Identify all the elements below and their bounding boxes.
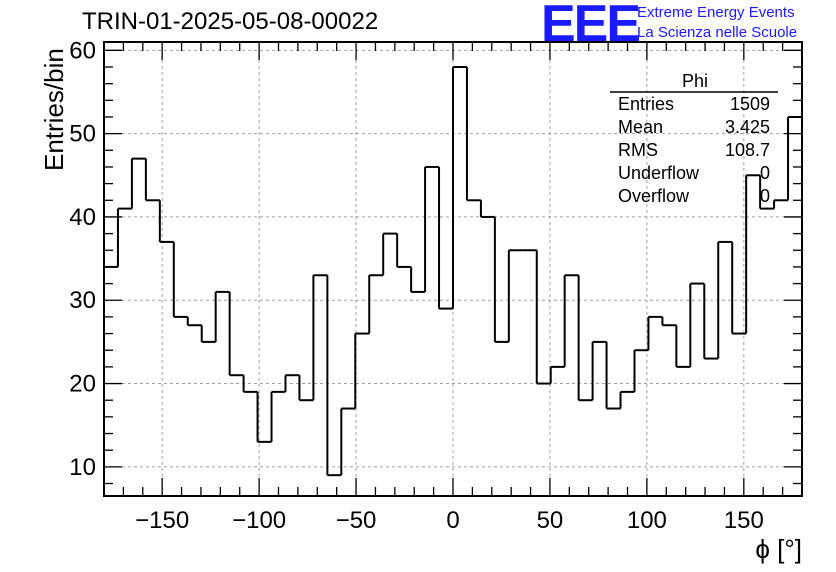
- x-tick-label: 0: [446, 507, 459, 534]
- stats-label: Overflow: [618, 186, 690, 206]
- stats-value: 1509: [730, 94, 770, 114]
- eee-logo-mark: EEE: [541, 0, 641, 53]
- y-tick-label: 10: [69, 454, 96, 481]
- y-tick-label: 60: [69, 37, 96, 64]
- stats-label: RMS: [618, 140, 658, 160]
- x-tick-label: −100: [232, 507, 286, 534]
- x-tick-label: −150: [135, 507, 189, 534]
- stats-name: Phi: [682, 71, 708, 91]
- x-tick-label: −50: [336, 507, 377, 534]
- stats-label: Entries: [618, 94, 674, 114]
- chart-title: TRIN-01-2025-05-08-00022: [82, 8, 379, 35]
- histogram-layer: [104, 65, 802, 477]
- x-tick-label: 100: [627, 507, 667, 534]
- axis-layer: −150 −100 −50 0 50 100 150 10 20 30 40 50 60: [69, 37, 803, 534]
- x-tick-label: 150: [724, 507, 764, 534]
- eee-logo-line2: La Scienza nelle Scuole: [637, 24, 798, 41]
- x-axis-label: ϕ [°]: [755, 534, 802, 564]
- stats-value: 0: [760, 186, 770, 206]
- x-tick-label: 50: [537, 507, 564, 534]
- stats-label: Underflow: [618, 163, 700, 183]
- stats-label: Mean: [618, 117, 663, 137]
- stats-value: 108.7: [725, 140, 770, 160]
- y-tick-label: 40: [69, 204, 96, 231]
- stats-value: 3.425: [725, 117, 770, 137]
- y-tick-label: 30: [69, 287, 96, 314]
- y-tick-label: 50: [69, 121, 96, 148]
- stats-box: Phi Entries 1509 Mean 3.425 RMS 108.7 Underflow…: [610, 71, 778, 206]
- y-tick-label: 20: [69, 371, 96, 398]
- stats-value: 0: [760, 163, 770, 183]
- eee-logo-line1: Extreme Energy Events: [637, 4, 795, 21]
